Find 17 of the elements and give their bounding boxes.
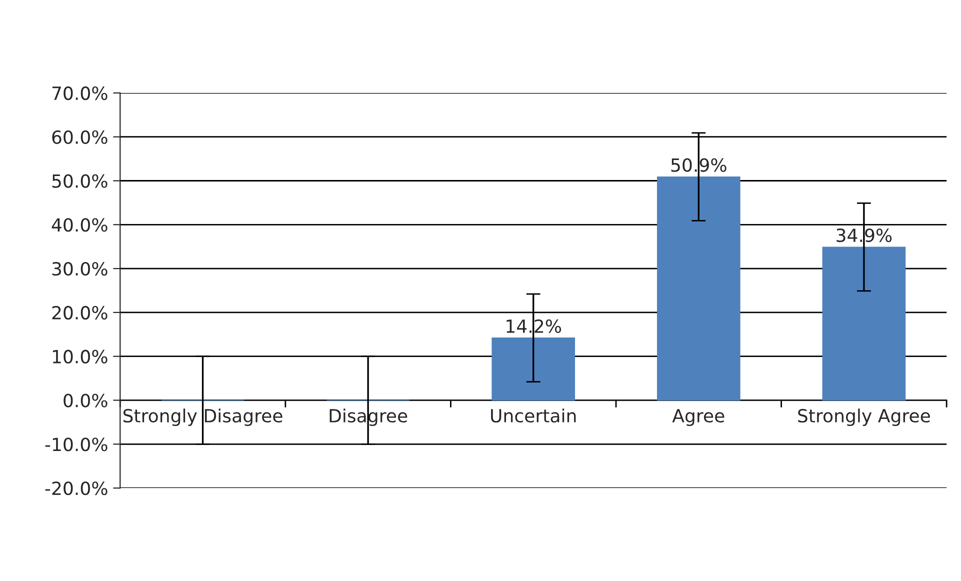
y-tick-label: 60.0% bbox=[52, 130, 108, 144]
x-tick-label: Strongly Agree bbox=[798, 408, 930, 426]
y-tick-label: 70.0% bbox=[52, 86, 108, 100]
y-tick-label: 0.0% bbox=[64, 394, 108, 408]
y-tick-label: 20.0% bbox=[52, 306, 108, 320]
y-tick-label: 30.0% bbox=[52, 262, 108, 276]
x-tick-label: Agree bbox=[672, 409, 724, 426]
x-tick-label: Uncertain bbox=[491, 408, 576, 423]
y-tick-label: 40.0% bbox=[52, 218, 108, 232]
y-tick-label: -10.0% bbox=[45, 438, 108, 452]
bar bbox=[656, 176, 740, 401]
y-tick-label: -20.0% bbox=[45, 482, 108, 496]
y-tick-label: 10.0% bbox=[52, 350, 108, 364]
bar bbox=[492, 338, 576, 401]
y-tick-label: 50.0% bbox=[52, 174, 108, 188]
x-tick-label: Strongly Disagree bbox=[123, 408, 282, 426]
bar bbox=[822, 246, 906, 401]
